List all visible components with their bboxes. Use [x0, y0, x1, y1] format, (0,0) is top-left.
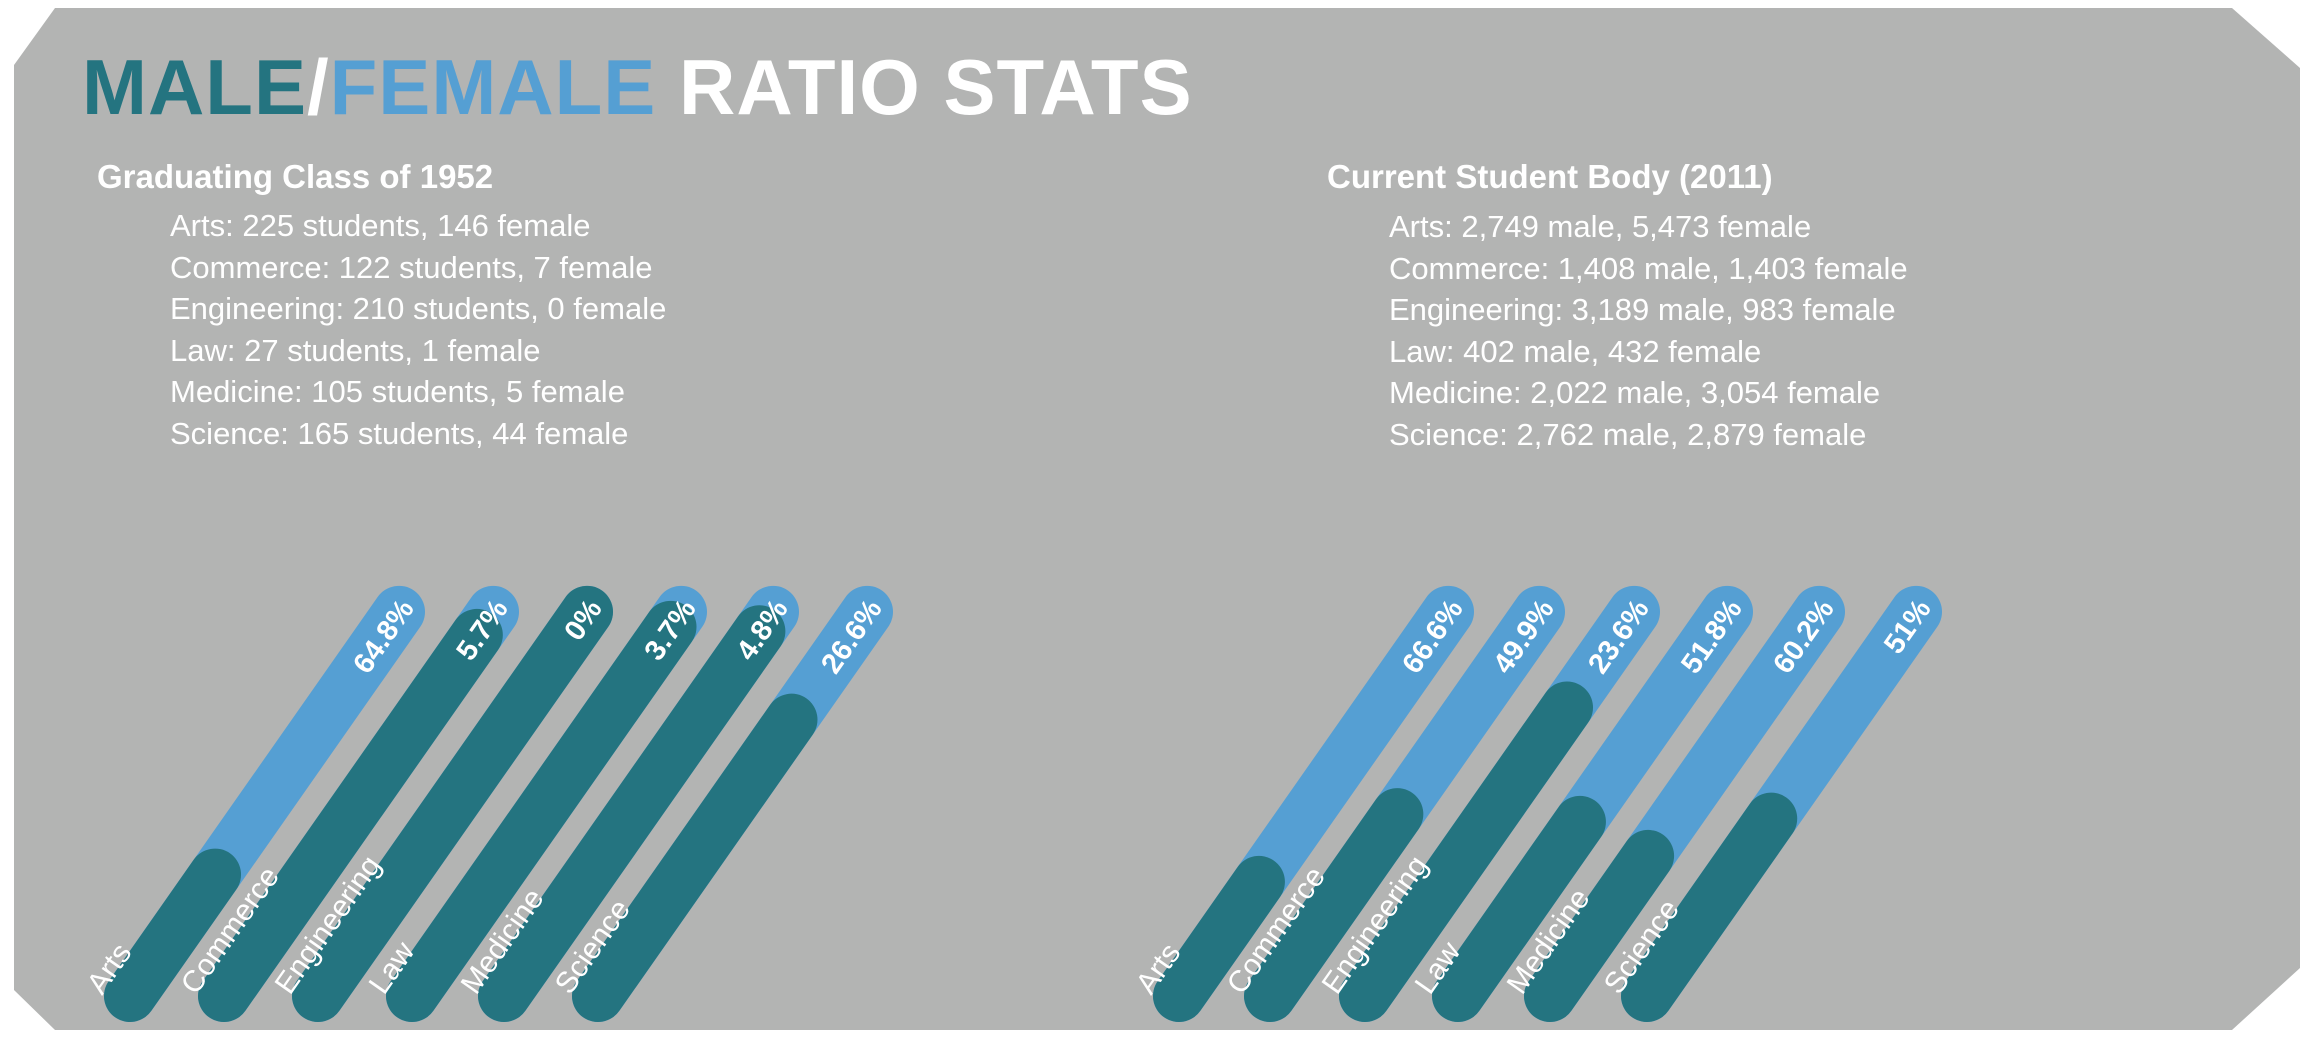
bar-male-segment [1153, 855, 1285, 1022]
bar-male-segment [1244, 788, 1424, 1022]
bar-science: 26.6% [572, 585, 894, 1022]
stat-line: Law: 402 male, 432 female [1389, 333, 1762, 369]
bar-medicine: 4.8% [478, 585, 800, 1022]
bar-engineering: 0% [292, 585, 614, 1022]
stat-line: Science: 165 students, 44 female [170, 415, 629, 451]
chart-1952: 64.8%Arts5.7%Commerce0%Engineering3.7%La… [81, 585, 894, 1022]
bar-male-segment [1339, 681, 1594, 1022]
stat-line: Medicine: 105 students, 5 female [170, 374, 625, 409]
title-male: MALE [82, 43, 307, 131]
panel-heading-1952: Graduating Class of 1952 [97, 158, 494, 195]
stats-list-2011: Arts: 2,749 male, 5,473 female Commerce:… [1389, 206, 1908, 455]
bar-male-segment [572, 693, 818, 1022]
stats-list-1952: Arts: 225 students, 146 female Commerce:… [170, 205, 666, 454]
stat-line: Commerce: 1,408 male, 1,403 female [1389, 250, 1908, 286]
bar-male-segment [1524, 829, 1675, 1022]
bar-male-segment [104, 848, 242, 1022]
bar-male-segment [198, 608, 503, 1022]
bar-medicine: 60.2% [1524, 585, 1846, 1022]
stat-line: Commerce: 122 students, 7 female [170, 249, 653, 285]
stat-line: Law: 27 students, 1 female [170, 332, 541, 368]
bar-male-segment [1432, 795, 1606, 1022]
bar-commerce: 5.7% [198, 585, 520, 1022]
title-slash: / [306, 43, 330, 131]
stat-line: Science: 2,762 male, 2,879 female [1389, 416, 1867, 452]
stat-line: Engineering: 210 students, 0 female [170, 291, 667, 326]
bar-male-segment [292, 585, 614, 1022]
stat-line: Engineering: 3,189 male, 983 female [1389, 292, 1896, 327]
bar-male-segment [1621, 792, 1798, 1022]
stat-line: Arts: 2,749 male, 5,473 female [1389, 209, 1812, 244]
chart-2011: 66.6%Arts49.9%Commerce23.6%Engineering51… [1130, 585, 1943, 1022]
page-title: MALE/FEMALE RATIO STATS [82, 42, 1193, 133]
bar-male-segment [478, 605, 786, 1022]
title-female: FEMALE [329, 43, 657, 131]
stat-line: Medicine: 2,022 male, 3,054 female [1389, 375, 1881, 410]
title-rest: RATIO STATS [678, 43, 1193, 131]
panel-heading-2011: Current Student Body (2011) [1327, 158, 1773, 195]
bar-male-segment [386, 600, 697, 1022]
bar-law: 51.8% [1432, 585, 1754, 1022]
stat-line: Arts: 225 students, 146 female [170, 208, 591, 243]
